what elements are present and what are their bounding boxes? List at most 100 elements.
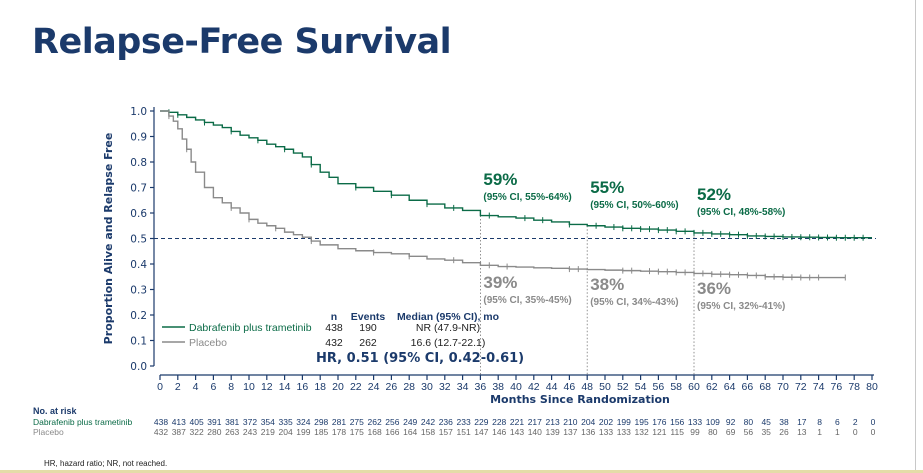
x-tick-label: 50: [599, 381, 611, 393]
at-risk-value: 413: [172, 417, 186, 427]
x-tick-label: 16: [297, 381, 309, 393]
at-risk-value: 1: [835, 427, 840, 437]
legend-events: 262: [359, 337, 377, 349]
at-risk-value: 17: [797, 417, 807, 427]
at-risk-value: 1: [817, 427, 822, 437]
landmark-ci: (95% CI, 32%-41%): [697, 301, 785, 312]
x-tick-label: 68: [759, 381, 771, 393]
x-tick-label: 34: [457, 381, 469, 393]
at-risk-value: 354: [261, 417, 275, 427]
x-tick-label: 48: [581, 381, 593, 393]
at-risk-value: 38: [779, 417, 789, 427]
at-risk-value: 133: [599, 427, 613, 437]
x-tick-label: 44: [546, 381, 558, 393]
x-tick-label: 42: [528, 381, 540, 393]
landmark-percent: 52%: [697, 185, 731, 204]
y-tick-label: 0.5: [130, 234, 147, 246]
y-tick-label: 0.4: [130, 259, 147, 271]
y-tick-label: 0.0: [130, 361, 147, 373]
y-tick-label: 0.9: [130, 132, 147, 144]
at-risk-value: 280: [207, 427, 221, 437]
landmark-percent: 39%: [483, 273, 517, 292]
x-tick-label: 12: [261, 381, 273, 393]
x-tick-label: 30: [421, 381, 433, 393]
footnote: HR, hazard ratio; NR, not reached.: [44, 459, 168, 468]
x-tick-label: 24: [368, 381, 380, 393]
at-risk-value: 69: [726, 427, 736, 437]
legend-n: 438: [325, 322, 343, 334]
at-risk-value: 199: [296, 427, 310, 437]
y-tick-label: 0.2: [130, 310, 147, 322]
legend-median: NR (47.9-NR): [416, 322, 480, 334]
at-risk-value: 35: [761, 427, 771, 437]
x-tick-label: 36: [475, 381, 487, 393]
at-risk-value: 185: [314, 427, 328, 437]
landmark-ci: (95% CI, 50%-60%): [590, 200, 678, 211]
at-risk-value: 0: [853, 427, 858, 437]
at-risk-value: 213: [546, 417, 560, 427]
y-tick-label: 1.0: [130, 106, 147, 118]
at-risk-value: 0: [871, 427, 876, 437]
legend-header-median: Median (95% CI), mo: [397, 311, 499, 323]
landmark-ci: (95% CI, 35%-45%): [483, 295, 571, 306]
at-risk-value: 13: [797, 427, 807, 437]
landmark-percent: 38%: [590, 275, 624, 294]
at-risk-value: 164: [403, 427, 417, 437]
at-risk-value: 243: [243, 427, 257, 437]
x-tick-label: 22: [350, 381, 362, 393]
at-risk-value: 242: [421, 417, 435, 427]
at-risk-value: 204: [279, 427, 293, 437]
at-risk-value: 391: [207, 417, 221, 427]
x-tick-label: 76: [831, 381, 843, 393]
y-tick-label: 0.8: [130, 157, 147, 169]
at-risk-value: 195: [635, 417, 649, 427]
x-tick-label: 4: [193, 381, 199, 393]
y-axis-label: Proportion Alive and Relapse Free: [102, 133, 115, 345]
landmark-ci: (95% CI, 34%-43%): [590, 297, 678, 308]
legend-median: 16.6 (12.7-22.1): [411, 337, 486, 349]
landmark-percent: 59%: [483, 170, 517, 189]
x-tick-label: 32: [439, 381, 451, 393]
at-risk-value: 202: [599, 417, 613, 427]
y-tick-label: 0.7: [130, 183, 147, 195]
at-risk-value: 151: [457, 427, 471, 437]
at-risk-value: 143: [510, 427, 524, 437]
at-risk-value: 298: [314, 417, 328, 427]
at-risk-value: 204: [581, 417, 595, 427]
at-risk-value: 168: [368, 427, 382, 437]
at-risk-value: 432: [154, 427, 168, 437]
at-risk-value: 147: [474, 427, 488, 437]
x-tick-label: 54: [635, 381, 647, 393]
at-risk-value: 217: [528, 417, 542, 427]
at-risk-value: 8: [817, 417, 822, 427]
y-tick-label: 0.3: [130, 285, 147, 297]
at-risk-row-label: Dabrafenib plus trametinib: [33, 417, 132, 427]
at-risk-value: 381: [225, 417, 239, 427]
at-risk-value: 92: [726, 417, 736, 427]
x-tick-label: 66: [742, 381, 754, 393]
at-risk-value: 263: [225, 427, 239, 437]
frame-border-right: [915, 0, 916, 470]
x-tick-label: 38: [492, 381, 504, 393]
at-risk-value: 178: [332, 427, 346, 437]
at-risk-value: 236: [439, 417, 453, 427]
at-risk-row-label: Placebo: [33, 427, 64, 437]
at-risk-value: 6: [835, 417, 840, 427]
at-risk-value: 262: [368, 417, 382, 427]
at-risk-value: 109: [706, 417, 720, 427]
at-risk-value: 176: [652, 417, 666, 427]
x-tick-label: 14: [279, 381, 291, 393]
at-risk-value: 136: [581, 427, 595, 437]
at-risk-value: 139: [546, 427, 560, 437]
x-tick-label: 28: [403, 381, 415, 393]
at-risk-value: 133: [688, 417, 702, 427]
at-risk-value: 229: [474, 417, 488, 427]
at-risk-value: 56: [744, 427, 754, 437]
at-risk-value: 140: [528, 427, 542, 437]
x-tick-label: 74: [813, 381, 825, 393]
legend-header-events: Events: [351, 311, 386, 323]
x-tick-label: 62: [706, 381, 718, 393]
x-tick-label: 2: [175, 381, 181, 393]
legend-header-n: n: [331, 311, 337, 323]
